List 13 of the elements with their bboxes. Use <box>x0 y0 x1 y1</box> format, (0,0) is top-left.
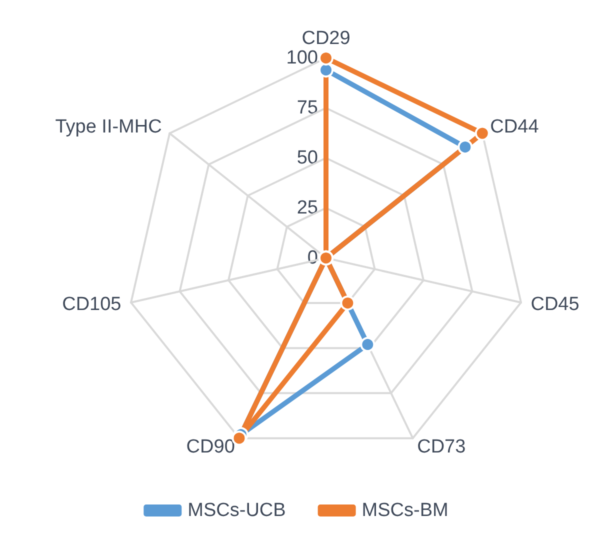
spoke-label: CD29 <box>302 28 350 49</box>
y-tick-label: 100 <box>286 48 318 68</box>
spoke-label: CD73 <box>417 436 466 458</box>
y-tick-label: 25 <box>296 198 318 218</box>
legend-label: MSCs-UCB <box>188 500 286 521</box>
spoke-label: CD105 <box>62 294 122 316</box>
y-tick-label: 50 <box>296 148 318 168</box>
spoke-label: CD44 <box>490 116 540 138</box>
y-tick-label: 75 <box>296 98 318 118</box>
spoke-label: CD45 <box>530 294 580 316</box>
spoke-label: Type II-MHC <box>55 116 162 138</box>
spoke-label: CD90 <box>186 436 235 458</box>
legend-label: MSCs-BM <box>362 500 448 521</box>
